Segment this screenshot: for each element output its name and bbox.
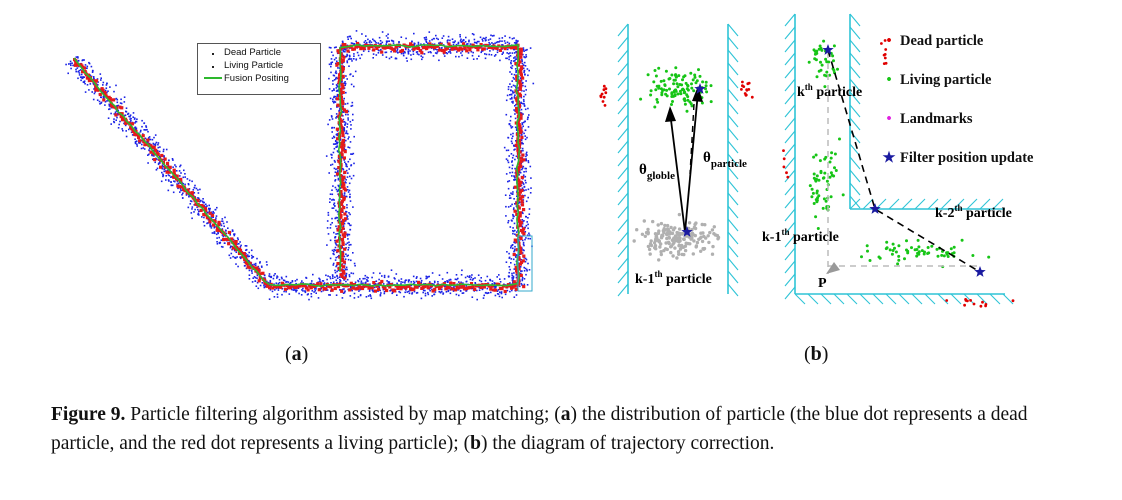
- legend-filter-position-update: ★ Filter position update: [882, 150, 1034, 166]
- panel-a-particle-distribution: Dead Particle Living Particle Fusion Pos…: [40, 8, 550, 328]
- k-1-particle-label-right: k-1th particle: [762, 227, 839, 245]
- panel-b-legend: • Dead particle • Living particle • Landmar…: [882, 22, 1034, 178]
- star-icon: [869, 203, 881, 214]
- legend-landmarks: • Landmarks: [882, 100, 1033, 139]
- corridor-walls: [617, 13, 1014, 305]
- dead-particle-marker: •: [886, 33, 892, 49]
- theta-particle-arrow: [684, 91, 699, 233]
- k-2-particle-label: k-2th particle: [935, 203, 1012, 221]
- arrowhead: [692, 86, 703, 102]
- living-particle-marker: •: [886, 72, 892, 88]
- arrowhead: [665, 106, 676, 122]
- reference-dashed-line: [689, 103, 695, 175]
- point-p-label: P: [818, 276, 827, 291]
- theta-globle-arrow: [669, 111, 686, 233]
- subfigure-label-a: (a): [285, 343, 309, 365]
- particle-dots: [599, 39, 1015, 308]
- figure-caption: Figure 9. Particle filtering algorithm a…: [51, 404, 1028, 454]
- highlight-box: [517, 235, 533, 292]
- legend-living-particle: Living Particle: [202, 59, 316, 72]
- star-icon: [974, 266, 986, 277]
- trajectory-correction-diagram: θgloble θparticle k-1th particle kth par…: [599, 13, 1015, 308]
- k-1-particle-label-left: k-1th particle: [635, 269, 712, 287]
- legend-living-particle-b: • Living particle: [882, 61, 1033, 100]
- legend-dead-particle-b: • Dead particle: [882, 22, 1033, 61]
- subfigure-label-b: (b): [804, 343, 829, 365]
- star-icon: ★: [882, 150, 896, 166]
- figure-number: Figure 9.: [51, 404, 126, 425]
- star-icon: [681, 226, 693, 237]
- angle-arrows: [665, 52, 980, 274]
- theta-particle-label: θparticle: [703, 150, 747, 170]
- legend-fusion-positing: Fusion Positing: [202, 72, 316, 85]
- star-icon: [822, 44, 834, 55]
- legend-dead-particle: Dead Particle: [202, 46, 316, 59]
- theta-globle-label: θgloble: [639, 162, 675, 182]
- particle-distribution-plot: [65, 30, 535, 301]
- panel-b-trajectory-correction: θgloble θparticle k-1th particle kth par…: [590, 4, 1070, 334]
- star-icon: [694, 83, 706, 94]
- landmark-marker: •: [886, 111, 892, 127]
- panel-a-legend: Dead Particle Living Particle Fusion Pos…: [197, 43, 321, 95]
- k-particle-label: kth particle: [797, 82, 862, 100]
- correction-arrowhead: [826, 262, 840, 274]
